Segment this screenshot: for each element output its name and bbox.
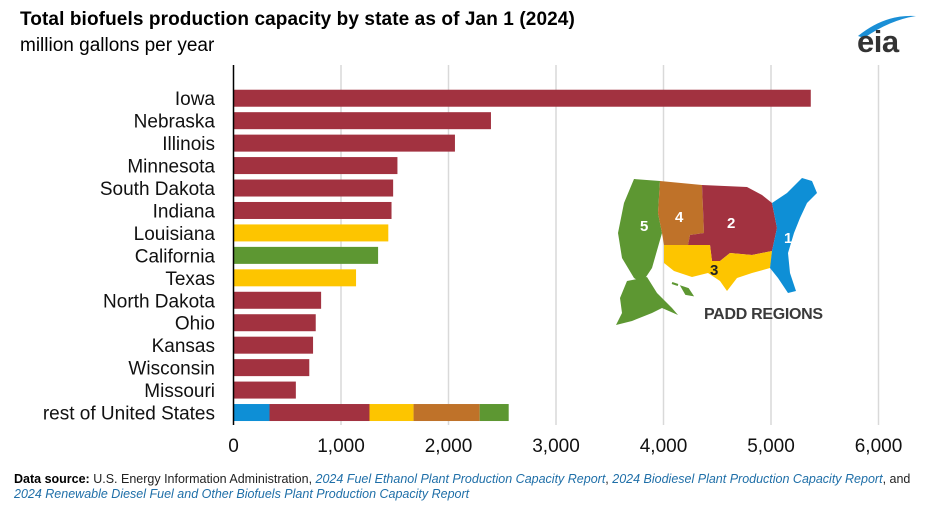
bar-segment-padd-2: [233, 381, 296, 399]
bar-segment-padd-2: [233, 336, 314, 354]
category-label: Illinois: [162, 134, 215, 155]
hawaii-region: [671, 282, 695, 297]
source-text: U.S. Energy Information Administration,: [89, 472, 316, 486]
chart-subtitle: million gallons per year: [20, 35, 215, 56]
x-tick-label: 2,000: [425, 436, 473, 457]
source-link-renewable-diesel[interactable]: 2024 Renewable Diesel Fuel and Other Bio…: [14, 487, 470, 501]
category-label: Texas: [165, 269, 215, 290]
padd-3-label: 3: [710, 262, 718, 279]
bar-segment-padd-5: [479, 404, 509, 422]
category-label: Iowa: [175, 89, 216, 110]
padd-3-region: [664, 245, 772, 291]
tick-labels: 0 1,000 2,000 3,000 4,000 5,000 6,000: [228, 436, 902, 457]
bar-segment-padd-4: [413, 404, 480, 422]
alaska-region: [616, 277, 678, 325]
category-label: Nebraska: [134, 112, 216, 133]
category-label: Kansas: [152, 336, 215, 357]
padd-5-label: 5: [640, 218, 648, 235]
x-tick-label: 5,000: [747, 436, 795, 457]
padd-1-region: [770, 178, 817, 293]
bars: [233, 89, 811, 422]
category-label: North Dakota: [103, 291, 215, 312]
category-label: Wisconsin: [128, 359, 215, 380]
category-label: Louisiana: [134, 224, 216, 245]
bar-segment-padd-2: [233, 134, 455, 152]
logo-text: eia: [857, 24, 899, 59]
data-source-note: Data source: U.S. Energy Information Adm…: [14, 472, 914, 502]
bar-segment-padd-3: [369, 404, 414, 422]
bar-segment-padd-3: [233, 224, 389, 242]
x-tick-label: 0: [228, 436, 239, 457]
category-label: Minnesota: [127, 157, 215, 178]
bar-segment-padd-3: [233, 269, 357, 287]
bar-segment-padd-2: [233, 291, 322, 309]
bar-segment-padd-5: [233, 246, 379, 264]
bar-segment-padd-2: [233, 157, 398, 175]
padd-regions-label: PADD REGIONS: [704, 306, 823, 323]
bar-segment-padd-2: [233, 314, 316, 332]
source-link-ethanol[interactable]: 2024 Fuel Ethanol Plant Production Capac…: [315, 472, 606, 486]
bar-segment-padd-2: [269, 404, 370, 422]
bar-segment-padd-2: [233, 179, 394, 197]
bar-segment-padd-2: [233, 201, 392, 219]
padd-4-label: 4: [675, 209, 684, 226]
category-label: Missouri: [144, 381, 215, 402]
bar-segment-padd-1: [233, 404, 270, 422]
padd-5-region: [618, 179, 662, 283]
source-label: Data source:: [14, 472, 90, 486]
bar-segment-padd-2: [233, 359, 310, 377]
bar-segment-padd-2: [233, 89, 811, 107]
x-tick-label: 3,000: [532, 436, 580, 457]
eia-logo[interactable]: eia: [850, 10, 920, 60]
category-label: California: [135, 246, 216, 267]
source-separator: ,: [605, 472, 613, 486]
category-label: rest of United States: [43, 404, 215, 425]
chart-title: Total biofuels production capacity by st…: [20, 9, 575, 30]
padd-4-region: [658, 181, 704, 245]
source-separator: , and: [882, 472, 911, 486]
x-tick-label: 4,000: [640, 436, 688, 457]
x-tick-label: 1,000: [317, 436, 365, 457]
logo-swoosh-icon: [858, 15, 916, 38]
padd-2-region: [688, 185, 777, 261]
x-tick-label: 6,000: [855, 436, 903, 457]
category-label: Indiana: [153, 201, 216, 222]
padd-1-label: 1: [784, 230, 792, 247]
category-label: South Dakota: [100, 179, 216, 200]
bar-segment-padd-2: [233, 112, 491, 130]
category-label: Ohio: [175, 314, 215, 335]
padd-regions-map: 5 4 2 3 1: [612, 173, 842, 338]
padd-2-label: 2: [727, 215, 735, 232]
source-link-biodiesel[interactable]: 2024 Biodiesel Plant Production Capacity…: [612, 472, 883, 486]
